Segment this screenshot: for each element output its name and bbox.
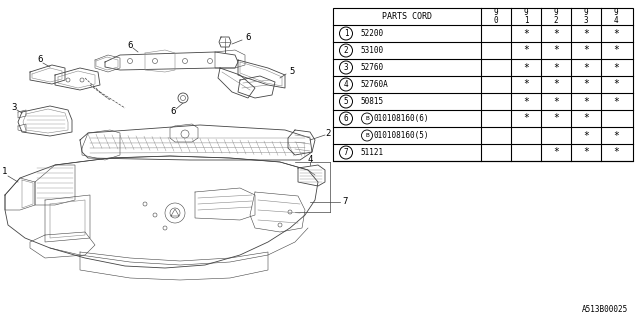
Text: *: * — [523, 62, 529, 73]
Text: *: * — [583, 114, 589, 124]
Text: 0: 0 — [493, 16, 499, 25]
Text: 53100: 53100 — [360, 46, 383, 55]
Text: 4: 4 — [307, 156, 313, 164]
Text: 1: 1 — [3, 167, 8, 177]
Text: *: * — [613, 62, 619, 73]
Text: 6: 6 — [37, 55, 43, 65]
Text: *: * — [553, 45, 559, 55]
Text: A513B00025: A513B00025 — [582, 305, 628, 314]
Text: 4: 4 — [614, 16, 618, 25]
Text: 7: 7 — [342, 197, 348, 206]
Bar — [333, 8, 633, 161]
Text: *: * — [583, 79, 589, 90]
Text: 5: 5 — [344, 97, 348, 106]
Text: *: * — [613, 97, 619, 107]
Text: *: * — [523, 28, 529, 38]
Text: *: * — [613, 79, 619, 90]
Text: 1: 1 — [344, 29, 348, 38]
Text: 9: 9 — [554, 8, 558, 17]
Text: *: * — [523, 79, 529, 90]
Text: 3: 3 — [344, 63, 348, 72]
Text: *: * — [583, 97, 589, 107]
Text: *: * — [583, 131, 589, 140]
Text: 52200: 52200 — [360, 29, 383, 38]
Text: B: B — [365, 116, 369, 121]
Text: 52760A: 52760A — [360, 80, 388, 89]
Text: 9: 9 — [584, 8, 588, 17]
Text: *: * — [583, 28, 589, 38]
Text: 6: 6 — [344, 114, 348, 123]
Text: *: * — [613, 45, 619, 55]
Text: *: * — [553, 62, 559, 73]
Text: 010108160(6): 010108160(6) — [374, 114, 429, 123]
Text: 3: 3 — [12, 103, 17, 113]
Text: 6: 6 — [127, 41, 132, 50]
Text: 6: 6 — [245, 34, 251, 43]
Text: 50815: 50815 — [360, 97, 383, 106]
Text: 2: 2 — [554, 16, 558, 25]
Text: 9: 9 — [524, 8, 528, 17]
Text: 1: 1 — [524, 16, 528, 25]
Text: *: * — [523, 97, 529, 107]
Text: PARTS CORD: PARTS CORD — [382, 12, 432, 21]
Text: *: * — [553, 79, 559, 90]
Text: *: * — [583, 45, 589, 55]
Text: *: * — [613, 28, 619, 38]
Text: *: * — [583, 148, 589, 157]
Text: 010108160(5): 010108160(5) — [374, 131, 429, 140]
Text: 2: 2 — [325, 129, 331, 138]
Text: 51121: 51121 — [360, 148, 383, 157]
Text: 2: 2 — [344, 46, 348, 55]
Text: *: * — [553, 148, 559, 157]
Text: 4: 4 — [344, 80, 348, 89]
Text: 5: 5 — [289, 68, 294, 76]
Text: *: * — [613, 131, 619, 140]
Text: 9: 9 — [614, 8, 618, 17]
Text: 9: 9 — [493, 8, 499, 17]
Text: 7: 7 — [344, 148, 348, 157]
Text: *: * — [523, 114, 529, 124]
Text: 3: 3 — [584, 16, 588, 25]
Text: *: * — [613, 148, 619, 157]
Text: *: * — [553, 28, 559, 38]
Text: *: * — [553, 114, 559, 124]
Text: B: B — [365, 133, 369, 138]
Text: 6: 6 — [170, 108, 176, 116]
Text: *: * — [553, 97, 559, 107]
Text: *: * — [523, 45, 529, 55]
Text: 52760: 52760 — [360, 63, 383, 72]
Text: *: * — [583, 62, 589, 73]
